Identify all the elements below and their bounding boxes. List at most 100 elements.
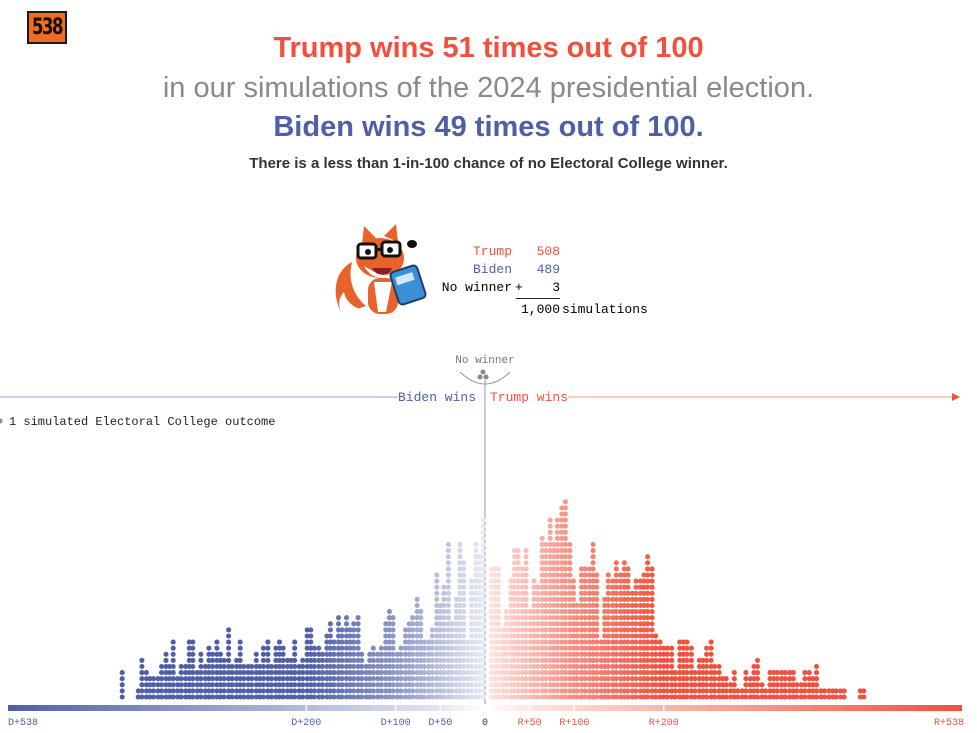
simulation-dot: [304, 663, 310, 670]
simulation-dot: [186, 645, 192, 651]
simulation-dot: [567, 596, 573, 602]
simulation-dot: [226, 694, 232, 700]
simulation-dot: [531, 670, 537, 676]
simulation-dot: [547, 554, 553, 560]
simulation-dot: [300, 688, 306, 694]
simulation-dot: [574, 657, 580, 663]
simulation-dot: [457, 633, 463, 639]
simulation-dot: [311, 676, 317, 682]
axis-tick-label: R+50: [518, 718, 542, 729]
simulation-dot: [163, 657, 169, 663]
simulation-dot: [531, 633, 537, 639]
simulation-dot: [473, 590, 479, 596]
no-winner-arc: [459, 371, 511, 385]
simulation-dot: [304, 670, 310, 676]
simulation-dot: [453, 670, 459, 676]
simulation-dot: [390, 633, 396, 639]
simulation-dot: [355, 663, 361, 670]
simulation-dot: [183, 670, 189, 676]
simulation-dot: [547, 609, 553, 615]
simulation-dot: [574, 694, 580, 700]
simulation-dot: [488, 584, 494, 590]
simulation-dot: [260, 670, 266, 676]
simulation-dot: [457, 560, 463, 566]
simulation-dot: [253, 657, 259, 663]
simulation-dot: [437, 615, 443, 621]
simulation-dot: [637, 682, 644, 688]
simulation-dot: [414, 602, 420, 609]
simulation-dot: [508, 609, 514, 615]
simulation-dot: [414, 663, 420, 670]
simulation-dot: [519, 670, 526, 676]
simulation-dot: [562, 566, 568, 572]
simulation-dot: [625, 572, 631, 578]
logo-538[interactable]: 538: [27, 11, 67, 44]
simulation-dot: [511, 578, 518, 584]
simulation-dot: [618, 609, 624, 615]
simulation-dot: [143, 682, 149, 688]
simulation-dot: [798, 682, 804, 688]
simulation-dot: [731, 682, 737, 688]
simulation-dot: [629, 670, 635, 676]
simulation-dot: [649, 670, 655, 676]
simulation-dot: [645, 602, 651, 609]
simulation-dot: [645, 554, 651, 560]
simulation-dot: [226, 651, 232, 657]
simulation-dot: [194, 676, 200, 682]
simulation-dot: [355, 651, 361, 657]
simulation-dot: [779, 688, 785, 694]
simulation-dot: [610, 602, 616, 609]
simulation-dot: [559, 645, 565, 651]
simulation-dot: [284, 657, 291, 663]
headline-biden: Biden wins 49 times out of 100.: [273, 111, 704, 143]
simulation-dot: [449, 682, 455, 688]
simulation-dot: [586, 657, 593, 663]
simulation-dot: [570, 615, 577, 621]
simulation-dot: [618, 572, 624, 578]
simulation-dot: [574, 627, 580, 633]
simulation-dot: [641, 596, 647, 602]
simulation-dot: [343, 615, 350, 621]
simulation-dot: [767, 694, 773, 700]
simulation-dot: [605, 688, 611, 694]
simulation-dot: [574, 633, 580, 639]
simulation-dot: [418, 627, 424, 633]
simulation-dot: [445, 572, 451, 578]
simulation-dot: [418, 657, 424, 663]
simulation-dot: [327, 633, 333, 639]
simulation-dot: [495, 590, 501, 596]
simulation-dot: [731, 694, 737, 700]
simulation-dot: [594, 590, 600, 596]
simulation-dot: [383, 694, 389, 700]
simulation-dot: [503, 609, 509, 615]
simulation-dot: [319, 688, 325, 694]
simulation-dot: [567, 682, 573, 688]
simulation-dot: [143, 688, 149, 694]
simulation-dot: [653, 645, 659, 651]
simulation-dot: [602, 639, 608, 645]
simulation-dot: [751, 694, 757, 700]
simulation-dot: [708, 688, 714, 694]
simulation-dot: [559, 663, 565, 670]
simulation-dot: [406, 676, 412, 682]
simulation-dot: [500, 645, 506, 651]
simulation-dot: [410, 676, 416, 682]
simulation-dot: [551, 621, 557, 627]
simulation-dot: [429, 657, 435, 663]
simulation-dot: [528, 682, 534, 688]
simulation-dot: [495, 621, 501, 627]
simulation-dot: [495, 627, 501, 633]
tally-plus-sign: +: [515, 280, 523, 295]
simulation-dot: [276, 676, 283, 682]
simulation-dot: [567, 541, 573, 548]
simulation-dot: [645, 621, 651, 627]
simulation-dot: [280, 645, 286, 651]
simulation-dot: [335, 621, 342, 627]
simulation-dot: [410, 688, 416, 694]
simulation-dot: [782, 676, 788, 682]
simulation-dot: [241, 663, 247, 670]
simulation-dot: [559, 694, 565, 700]
simulation-dot: [723, 682, 729, 688]
simulation-dot: [508, 584, 514, 590]
simulation-dot: [586, 578, 593, 584]
